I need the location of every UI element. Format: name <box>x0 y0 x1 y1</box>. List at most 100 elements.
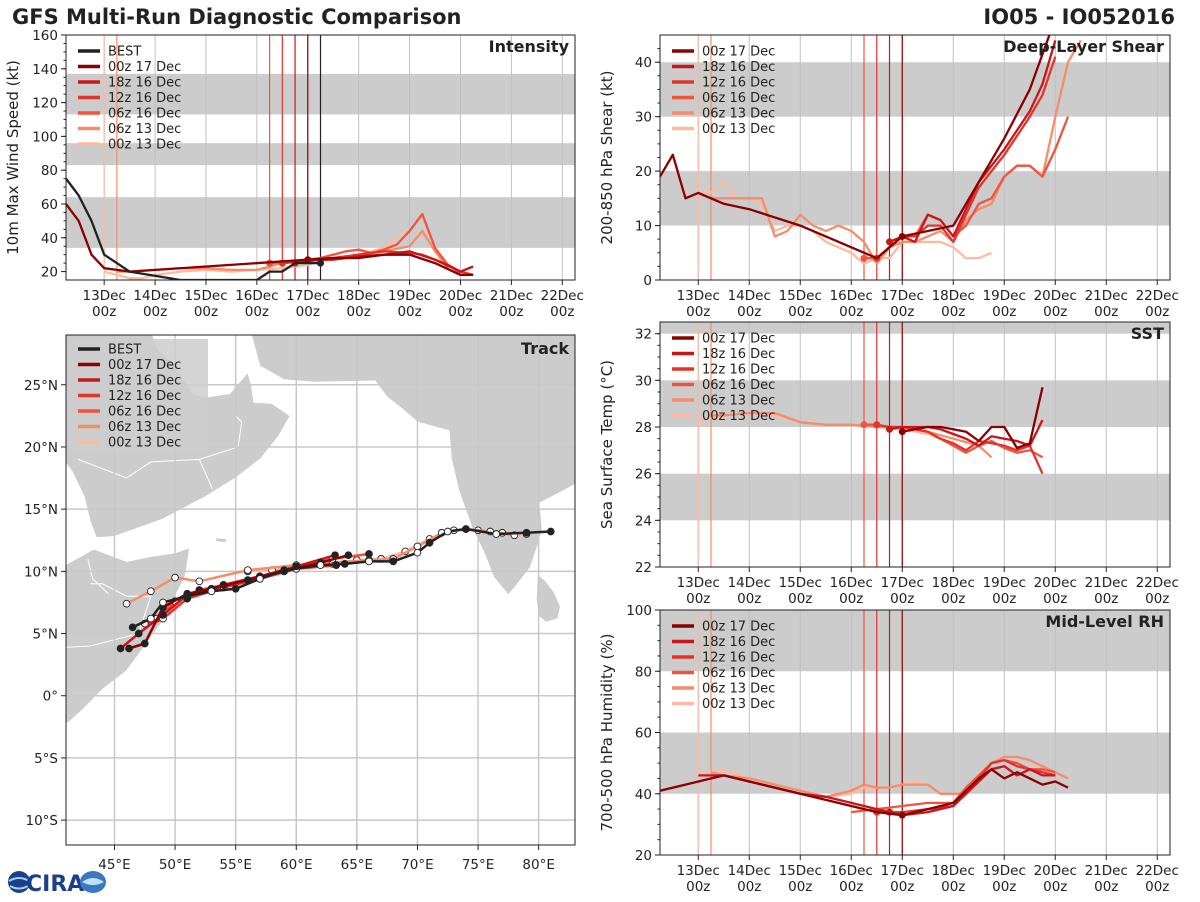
y-tick-label: 100 <box>626 603 652 619</box>
x-tick-hour: 00z <box>499 304 523 320</box>
legend-label: 12z 16 Dec <box>702 651 775 666</box>
plot-frame <box>65 34 576 281</box>
rh-panel: 2040608010013Dec00z14Dec00z15Dec00z16Dec… <box>598 603 1179 895</box>
x-tick-hour: 00z <box>296 304 320 320</box>
track-point <box>344 551 353 560</box>
track-point <box>256 574 264 583</box>
x-tick-day: 18Dec <box>337 288 380 304</box>
init-point <box>873 421 881 429</box>
init-point <box>860 254 868 262</box>
x-tick-hour: 00z <box>1043 591 1067 607</box>
x-tick-day: 19Dec <box>388 288 431 304</box>
track-point <box>122 599 131 608</box>
lon-label: 55°E <box>219 857 251 873</box>
track-point <box>365 550 373 558</box>
lat-label: 5°N <box>33 627 58 643</box>
x-tick-day: 15Dec <box>779 575 822 591</box>
x-tick-hour: 00z <box>1094 304 1118 320</box>
x-tick-hour: 00z <box>788 304 812 320</box>
init-point <box>886 425 893 433</box>
x-tick-day: 22Dec <box>1136 575 1179 591</box>
x-tick-hour: 00z <box>1043 879 1067 895</box>
y-tick-label: 20 <box>635 164 652 180</box>
legend-label: 18z 16 Dec <box>702 635 775 650</box>
x-tick-hour: 00z <box>686 879 710 895</box>
legend-label: 00z 17 Dec <box>108 358 181 373</box>
y-axis-label: 700-500 hPa Humidity (%) <box>598 633 616 831</box>
cira-logo: CIRA <box>4 866 108 898</box>
legend-label: 18z 16 Dec <box>702 60 775 75</box>
lat-label: 0° <box>43 689 58 705</box>
series-group <box>660 755 1069 819</box>
x-tick-hour: 00z <box>397 304 421 320</box>
y-tick-label: 20 <box>635 848 652 864</box>
track-point <box>125 644 133 653</box>
x-tick-day: 21Dec <box>1085 575 1128 591</box>
lat-label: 25°N <box>24 378 58 394</box>
border-line <box>199 415 243 460</box>
shaded-band <box>660 322 1170 334</box>
x-tick-day: 16Dec <box>830 575 873 591</box>
track-point <box>365 557 373 566</box>
shaded-band <box>660 473 1170 521</box>
x-tick-hour: 00z <box>992 304 1016 320</box>
x-tick-hour: 00z <box>1145 304 1169 320</box>
track-point <box>231 584 240 593</box>
y-axis-label: 200-850 hPa Shear (kt) <box>598 71 616 245</box>
y-tick-label: 80 <box>41 163 58 179</box>
x-tick-hour: 00z <box>686 304 710 320</box>
sst-panel: 22242628303213Dec00z14Dec00z15Dec00z16De… <box>598 321 1179 607</box>
x-tick-day: 20Dec <box>1034 863 1077 879</box>
legend-label: 18z 16 Dec <box>702 347 775 362</box>
x-tick-day: 13Dec <box>83 288 126 304</box>
legend-label: 06z 13 Dec <box>108 122 181 137</box>
y-tick-label: 10 <box>635 219 652 235</box>
x-tick-hour: 00z <box>1094 879 1118 895</box>
lon-label: 50°E <box>159 857 191 873</box>
x-tick-hour: 00z <box>1145 591 1169 607</box>
shaded-band <box>660 610 1170 672</box>
x-tick-hour: 00z <box>941 879 965 895</box>
shear-panel: 01020304013Dec00z14Dec00z15Dec00z16Dec00… <box>598 34 1179 320</box>
logo-text: CIRA <box>26 872 84 897</box>
track-point <box>316 561 325 569</box>
track-point <box>340 560 349 568</box>
x-tick-hour: 00z <box>347 304 371 320</box>
x-tick-day: 17Dec <box>286 288 329 304</box>
x-tick-day: 13Dec <box>677 863 720 879</box>
chart-title: GFS Multi-Run Diagnostic Comparison <box>12 5 462 29</box>
x-tick-day: 15Dec <box>779 288 822 304</box>
legend-label: 06z 16 Dec <box>108 107 181 122</box>
lat-label: 20°N <box>24 440 58 456</box>
lat-label: 5°S <box>34 751 58 767</box>
y-tick-label: 22 <box>635 560 652 576</box>
y-tick-label: 60 <box>41 197 58 213</box>
y-axis-label: Sea Surface Temp (°C) <box>598 360 616 529</box>
x-tick-hour: 00z <box>143 304 167 320</box>
y-tick-label: 40 <box>41 231 58 247</box>
track-panel: 45°E 50°E 55°E 60°E 65°E 70°E 75°E 80°E 25°N 20°N… <box>24 334 576 873</box>
lon-label: 80°E <box>522 857 554 873</box>
legend-label: 00z 13 Dec <box>108 436 181 451</box>
series-group <box>66 177 474 280</box>
legend-label: 00z 13 Dec <box>702 409 775 424</box>
x-tick-day: 21Dec <box>1085 288 1128 304</box>
x-tick-hour: 00z <box>448 304 472 320</box>
lon-label: 65°E <box>341 857 373 873</box>
track-point <box>243 566 252 574</box>
shaded-band <box>660 62 1170 117</box>
y-tick-label: 40 <box>635 55 652 71</box>
x-tick-day: 22Dec <box>1136 863 1179 879</box>
legend-label: 00z 13 Dec <box>108 138 181 153</box>
x-tick-hour: 00z <box>941 304 965 320</box>
track-point <box>207 587 216 596</box>
y-tick-label: 30 <box>635 373 652 389</box>
legend-label: 18z 16 Dec <box>108 374 181 389</box>
legend-label: BEST <box>108 343 141 358</box>
track-point <box>443 527 452 536</box>
y-tick-label: 40 <box>635 787 652 803</box>
track-point <box>134 629 143 638</box>
legend-label: 06z 16 Dec <box>108 405 181 420</box>
track-point <box>389 557 398 566</box>
